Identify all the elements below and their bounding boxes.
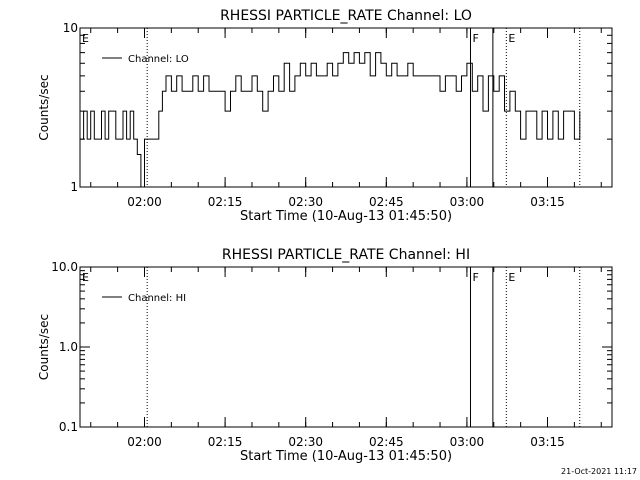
x-tick-label: 02:30 (288, 435, 323, 449)
x-tick-label: 02:15 (208, 435, 243, 449)
y-tick-label: 10.0 (51, 260, 78, 274)
panel-1: RHESSI PARTICLE_RATE Channel: LO Counts/s… (37, 8, 613, 224)
legend-label: Channel: HI (128, 293, 186, 304)
x-tick-label: 02:30 (288, 195, 323, 209)
x-axis-label: Start Time (10-Aug-13 01:45:50) (240, 449, 452, 464)
y-axis-label: Counts/sec (37, 74, 51, 140)
x-tick-label: 02:15 (208, 195, 243, 209)
x-tick-label: 03:15 (530, 195, 565, 209)
flag-label: E (508, 271, 515, 284)
flag-label: E (82, 271, 89, 284)
x-tick-label: 03:15 (530, 435, 565, 449)
flag-label: F (472, 32, 478, 45)
flag-label: F (472, 271, 478, 284)
series-line (80, 52, 581, 188)
y-axis-label: Counts/sec (37, 314, 51, 380)
flag-label: E (508, 32, 515, 45)
y-tick-label: 10 (63, 21, 78, 35)
legend-label: Channel: LO (128, 54, 189, 65)
y-tick-label: 1.0 (59, 340, 78, 354)
y-tick-label: 1 (70, 180, 78, 194)
y-tick-label: 0.1 (59, 420, 78, 434)
footer-timestamp: 21-Oct-2021 11:17 (561, 467, 637, 476)
plot-frame (79, 27, 613, 188)
x-tick-label: 02:45 (369, 195, 404, 209)
x-tick-label: 02:00 (127, 195, 162, 209)
x-tick-label: 02:00 (127, 435, 162, 449)
x-tick-label: 02:45 (369, 435, 404, 449)
x-axis-label: Start Time (10-Aug-13 01:45:50) (240, 209, 452, 224)
flag-label: E (82, 32, 89, 45)
panel-2: RHESSI PARTICLE_RATE Channel: HI Counts/s… (37, 247, 613, 464)
chart-title: RHESSI PARTICLE_RATE Channel: HI (222, 247, 470, 263)
x-tick-label: 03:00 (450, 195, 485, 209)
chart-title: RHESSI PARTICLE_RATE Channel: LO (220, 8, 472, 24)
x-tick-label: 03:00 (450, 435, 485, 449)
